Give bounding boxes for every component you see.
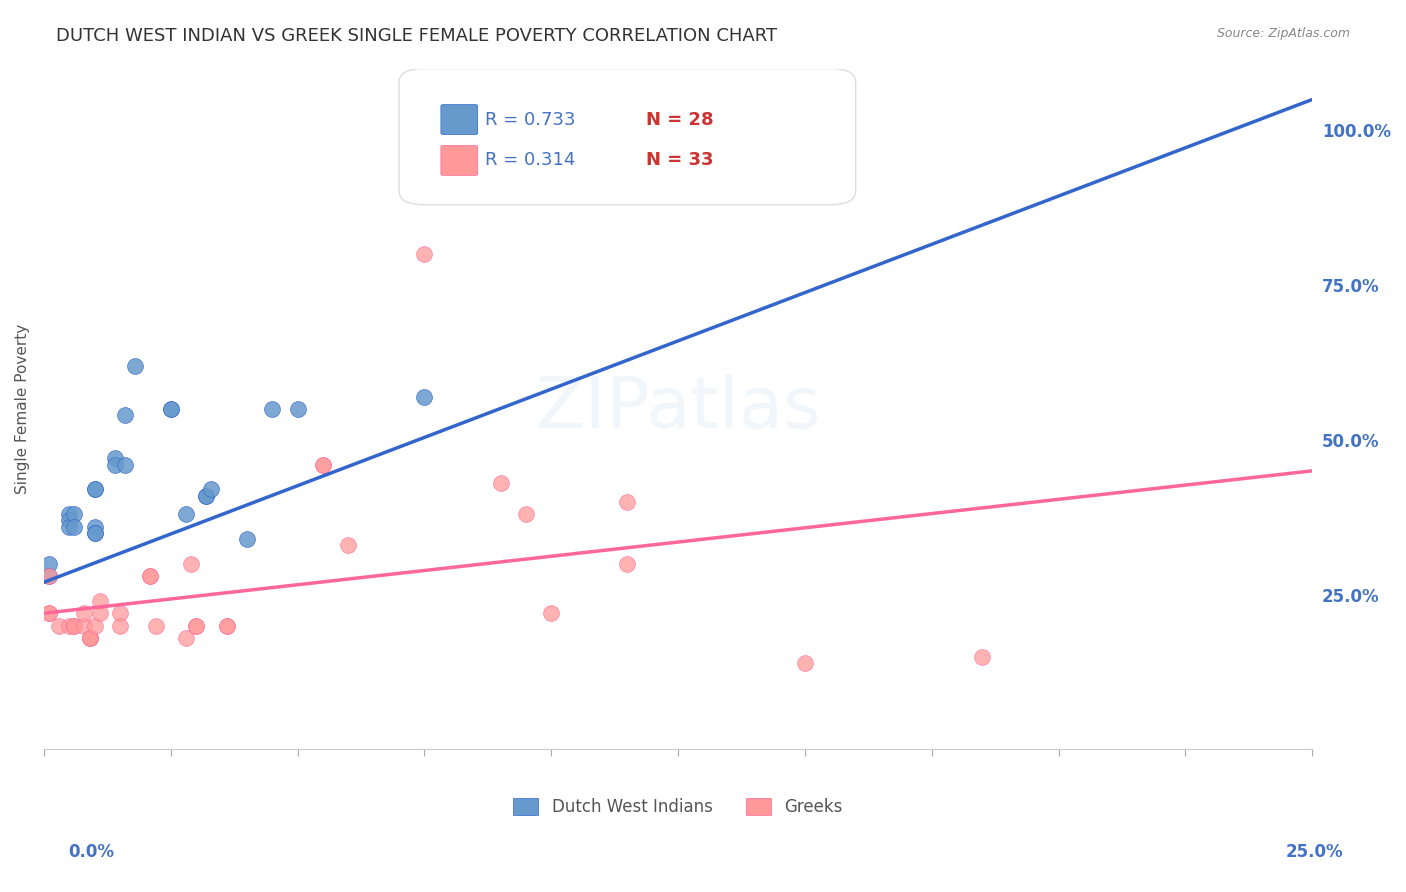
Point: [58, 507, 80, 521]
Point: [200, 483, 222, 497]
Text: R = 0.314: R = 0.314: [485, 152, 575, 169]
Point: [139, 569, 162, 583]
Text: ZIPatlas: ZIPatlas: [536, 375, 821, 443]
Point: [114, 408, 136, 422]
Text: Source: ZipAtlas.com: Source: ZipAtlas.com: [1216, 27, 1350, 40]
Point: [413, 247, 436, 261]
Text: N = 28: N = 28: [647, 111, 714, 128]
Point: [337, 538, 360, 552]
Point: [38, 606, 60, 620]
Point: [79, 631, 101, 645]
Point: [79, 631, 101, 645]
Point: [108, 606, 131, 620]
Point: [83, 483, 105, 497]
Point: [58, 519, 80, 533]
Point: [83, 525, 105, 540]
Point: [616, 495, 638, 509]
Point: [58, 513, 80, 527]
Point: [262, 401, 284, 416]
Point: [63, 618, 86, 632]
Point: [73, 618, 96, 632]
Legend: Dutch West Indians, Greeks: Dutch West Indians, Greeks: [506, 791, 849, 822]
Text: DUTCH WEST INDIAN VS GREEK SINGLE FEMALE POVERTY CORRELATION CHART: DUTCH WEST INDIAN VS GREEK SINGLE FEMALE…: [56, 27, 778, 45]
Point: [83, 525, 105, 540]
Point: [180, 557, 202, 571]
Point: [184, 618, 207, 632]
Text: 0.0%: 0.0%: [69, 843, 114, 861]
Point: [63, 618, 86, 632]
Point: [124, 359, 146, 373]
Point: [89, 606, 111, 620]
Point: [159, 401, 181, 416]
Point: [89, 594, 111, 608]
Text: 25.0%: 25.0%: [1286, 843, 1343, 861]
Point: [38, 569, 60, 583]
Point: [63, 519, 86, 533]
Point: [312, 458, 335, 472]
Point: [215, 618, 238, 632]
Point: [38, 569, 60, 583]
Point: [616, 557, 638, 571]
Point: [145, 618, 167, 632]
Point: [139, 569, 162, 583]
Point: [83, 618, 105, 632]
Point: [717, 111, 740, 125]
Point: [63, 507, 86, 521]
Point: [515, 507, 537, 521]
FancyBboxPatch shape: [399, 69, 856, 204]
Point: [114, 458, 136, 472]
Point: [83, 483, 105, 497]
Point: [195, 489, 218, 503]
Point: [312, 458, 335, 472]
Point: [73, 606, 96, 620]
Point: [540, 606, 562, 620]
Point: [184, 618, 207, 632]
Point: [287, 401, 309, 416]
Point: [48, 618, 70, 632]
Point: [195, 489, 218, 503]
Point: [38, 606, 60, 620]
Point: [793, 656, 815, 670]
Point: [104, 458, 127, 472]
Point: [38, 557, 60, 571]
FancyBboxPatch shape: [441, 145, 478, 176]
Point: [174, 507, 197, 521]
Point: [58, 618, 80, 632]
Point: [236, 532, 259, 546]
Text: N = 33: N = 33: [647, 152, 714, 169]
Text: R = 0.733: R = 0.733: [485, 111, 576, 128]
FancyBboxPatch shape: [441, 104, 478, 135]
Point: [159, 401, 181, 416]
Y-axis label: Single Female Poverty: Single Female Poverty: [15, 324, 30, 494]
Point: [104, 451, 127, 466]
Point: [174, 631, 197, 645]
Point: [83, 519, 105, 533]
Point: [215, 618, 238, 632]
Point: [413, 390, 436, 404]
Point: [108, 618, 131, 632]
Point: [489, 476, 512, 491]
Point: [972, 649, 994, 664]
Point: [79, 631, 101, 645]
